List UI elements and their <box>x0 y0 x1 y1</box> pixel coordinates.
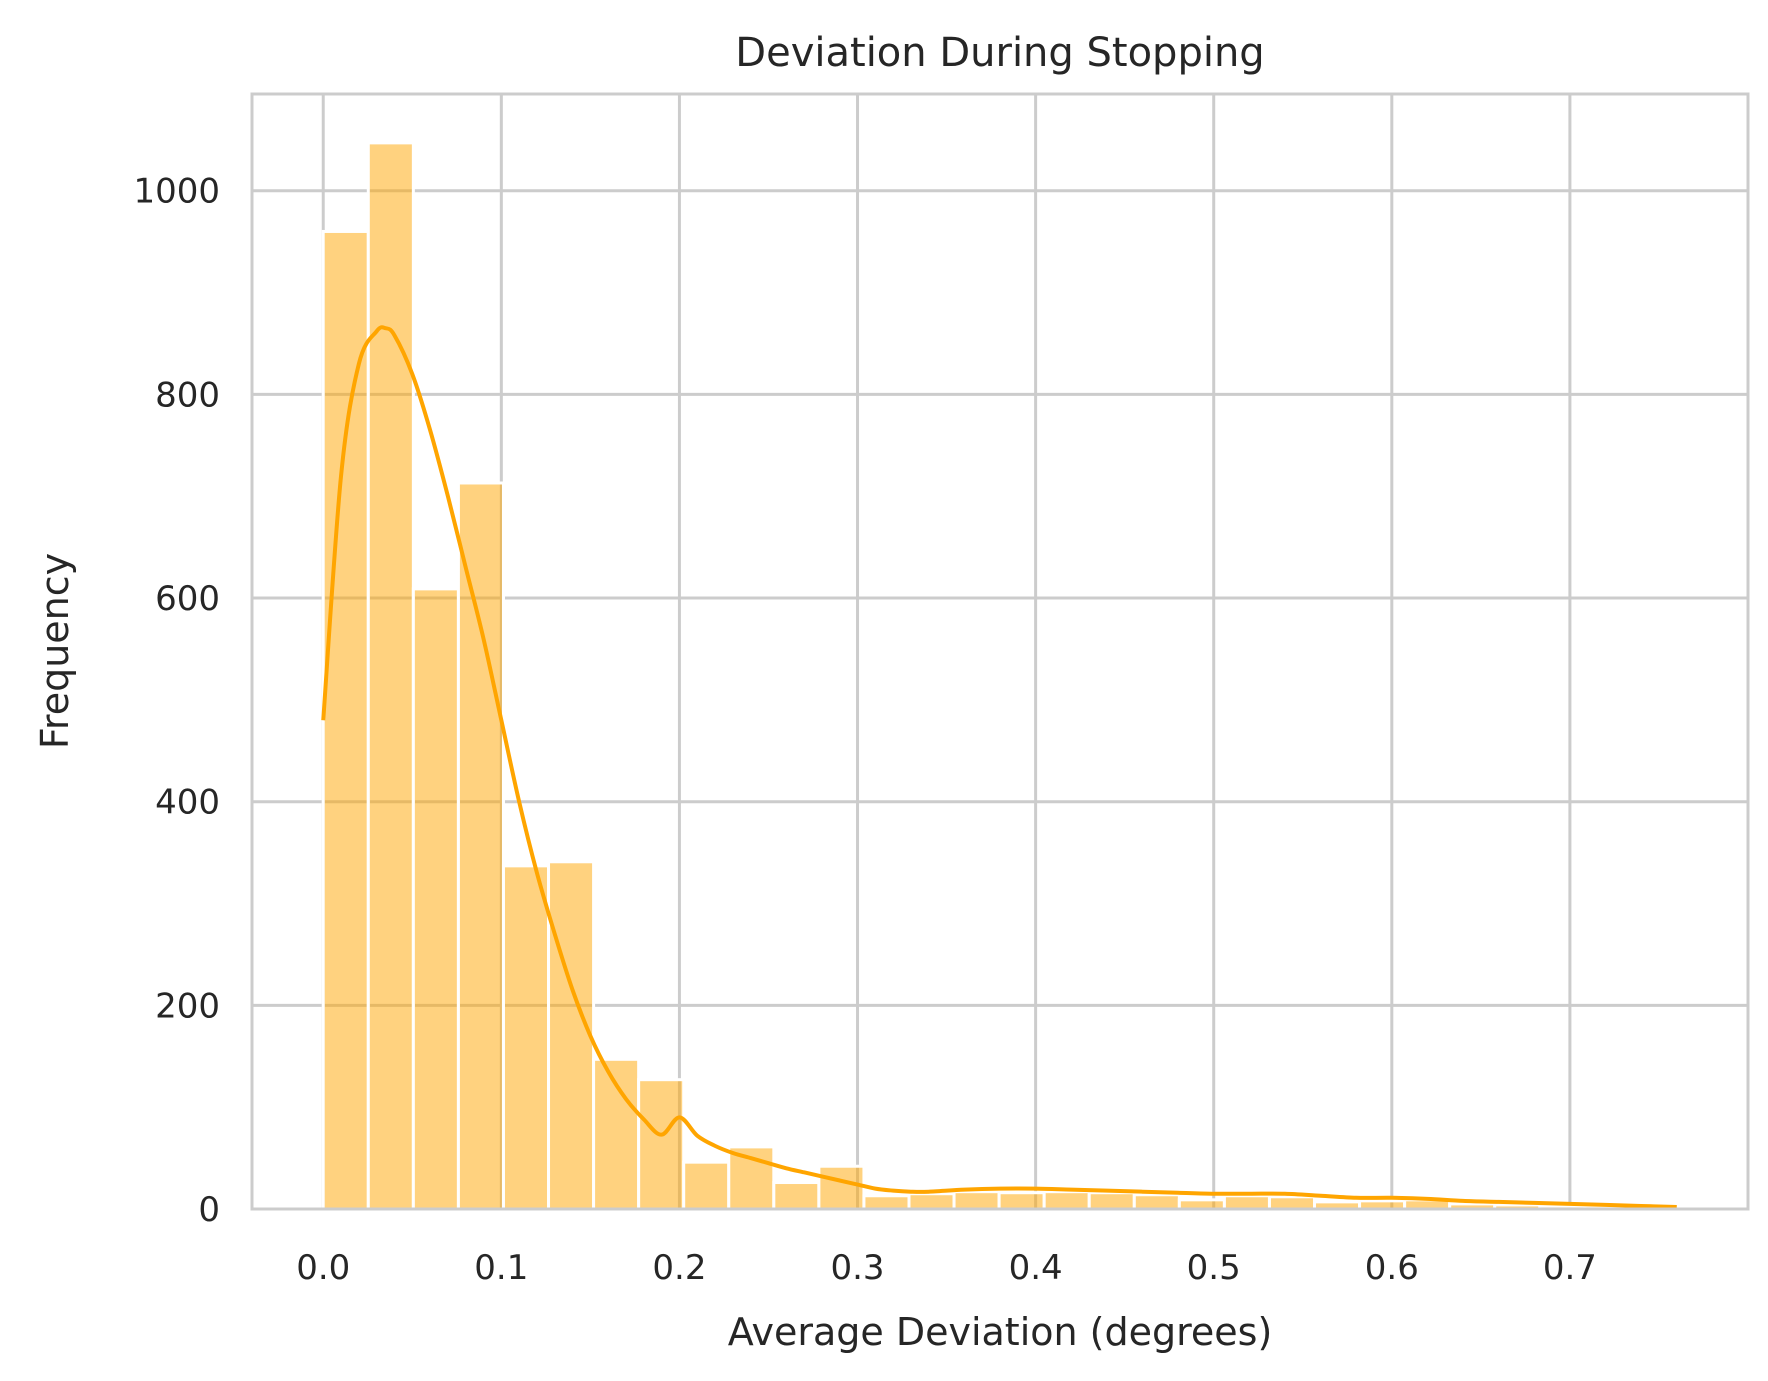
histogram-bar <box>862 1194 911 1211</box>
y-tick-label: 200 <box>155 986 220 1026</box>
x-tick-label: 0.4 <box>1009 1248 1063 1288</box>
histogram-bar <box>321 229 370 1211</box>
histogram-bar <box>952 1190 1001 1211</box>
histogram-bar <box>547 860 596 1211</box>
plot-frame <box>250 92 1750 1211</box>
x-tick-label: 0.0 <box>296 1248 350 1288</box>
y-tick-label: 600 <box>155 579 220 619</box>
y-tick-label: 0 <box>198 1190 220 1230</box>
histogram-bar <box>772 1181 821 1211</box>
y-tick-label: 400 <box>155 783 220 823</box>
kde-curve <box>321 325 1677 1209</box>
histogram-bar <box>592 1057 641 1211</box>
histogram-bar <box>411 587 460 1211</box>
histogram-bar <box>1222 1194 1271 1211</box>
x-tick-label: 0.7 <box>1543 1248 1597 1288</box>
histogram-bar <box>682 1160 731 1211</box>
histogram-bar <box>1132 1193 1181 1211</box>
histogram-bar <box>637 1078 686 1211</box>
chart-title: Deviation During Stopping <box>735 30 1264 76</box>
x-tick-label: 0.3 <box>830 1248 884 1288</box>
x-tick-label: 0.1 <box>474 1248 528 1288</box>
y-tick-labels: 0 200 400 600 800 1000 <box>133 172 220 1230</box>
histogram-bar <box>366 141 415 1211</box>
histogram-bar <box>501 864 551 1211</box>
histogram-bar <box>997 1191 1046 1211</box>
x-tick-labels: 0.0 0.1 0.2 0.3 0.4 0.5 0.6 0.7 <box>296 1248 1597 1288</box>
y-tick-label: 800 <box>155 375 220 415</box>
histogram-bar <box>907 1192 956 1211</box>
y-axis-label: Frequency <box>33 553 77 749</box>
x-tick-label: 0.2 <box>652 1248 706 1288</box>
x-tick-label: 0.6 <box>1365 1248 1419 1288</box>
histogram-bar <box>1267 1195 1317 1211</box>
histogram-bar <box>1087 1191 1136 1211</box>
y-tick-label: 1000 <box>133 172 220 212</box>
x-tick-label: 0.5 <box>1187 1248 1241 1288</box>
histogram-bar <box>817 1164 866 1211</box>
histogram-bar <box>1042 1190 1091 1211</box>
histogram-bars <box>321 141 1677 1211</box>
histogram-bar <box>456 481 505 1211</box>
x-axis-label: Average Deviation (degrees) <box>728 1310 1273 1354</box>
